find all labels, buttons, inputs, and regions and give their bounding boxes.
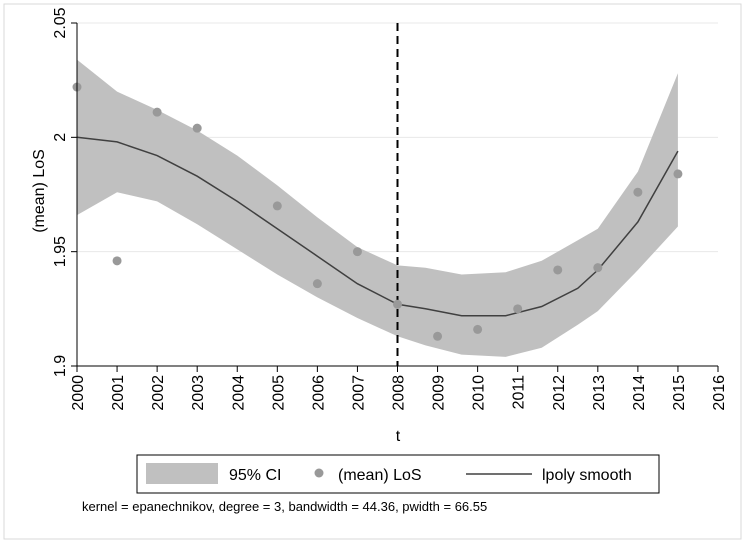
x-tick-label: 2011 (511, 375, 528, 410)
x-tick-label: 2016 (711, 375, 728, 411)
y-tick-label: 1.9 (52, 355, 69, 377)
legend-points-label: (mean) LoS (338, 467, 422, 484)
y-tick-labels: 1.9 1.95 2 2.05 (52, 7, 69, 377)
legend-point-marker (314, 468, 324, 478)
x-tick-label: 2012 (551, 375, 568, 411)
axis-layer (71, 22, 719, 372)
legend-box (136, 454, 660, 494)
x-tick-label: 2002 (150, 375, 167, 411)
data-point (553, 265, 563, 275)
y-tick-label: 2 (52, 133, 69, 142)
x-tick-label: 2010 (471, 375, 488, 411)
data-point (112, 256, 122, 266)
ci-band-layer (77, 59, 678, 357)
data-point (272, 201, 282, 211)
data-point (192, 123, 202, 133)
x-axis-title: t (396, 428, 401, 445)
x-tick-label: 2015 (671, 375, 688, 411)
data-point (593, 263, 603, 273)
x-tick-label: 2001 (110, 375, 127, 411)
y-tick-label: 1.95 (52, 236, 69, 267)
legend-ci-label: 95% CI (229, 467, 281, 484)
x-tick-label: 2006 (310, 375, 327, 411)
legend-line-label: lpoly smooth (542, 467, 632, 484)
x-tick-label: 2008 (391, 375, 408, 411)
data-point (513, 304, 523, 314)
x-tick-label: 2005 (270, 375, 287, 411)
note-text: kernel = epanechnikov, degree = 3, bandw… (82, 499, 487, 514)
data-point (633, 187, 643, 197)
y-axis-title: (mean) LoS (31, 149, 48, 233)
outer-frame (3, 3, 742, 540)
data-point (393, 299, 402, 309)
data-point (312, 279, 322, 289)
data-point (473, 324, 483, 334)
x-tick-label: 2013 (591, 375, 608, 411)
data-point (152, 107, 162, 117)
x-tick-labels: 2000 2001 2002 2003 2004 2005 2006 2007 2008 2009… (70, 375, 728, 411)
x-tick-label: 2014 (631, 375, 648, 411)
x-tick-label: 2003 (190, 375, 207, 411)
data-point (673, 169, 683, 179)
y-tick-label: 2.05 (52, 7, 69, 38)
ci-band (77, 59, 678, 357)
x-tick-label: 2004 (230, 375, 247, 411)
x-tick-label: 2009 (431, 375, 448, 411)
data-point (433, 331, 443, 341)
x-tick-label: 2007 (350, 375, 367, 411)
data-point (352, 247, 362, 257)
legend: 95% CI (mean) LoS lpoly smooth (136, 454, 660, 494)
scatter-point-layer (72, 82, 683, 341)
legend-ci-swatch (146, 463, 218, 484)
x-tick-label: 2000 (70, 375, 87, 411)
